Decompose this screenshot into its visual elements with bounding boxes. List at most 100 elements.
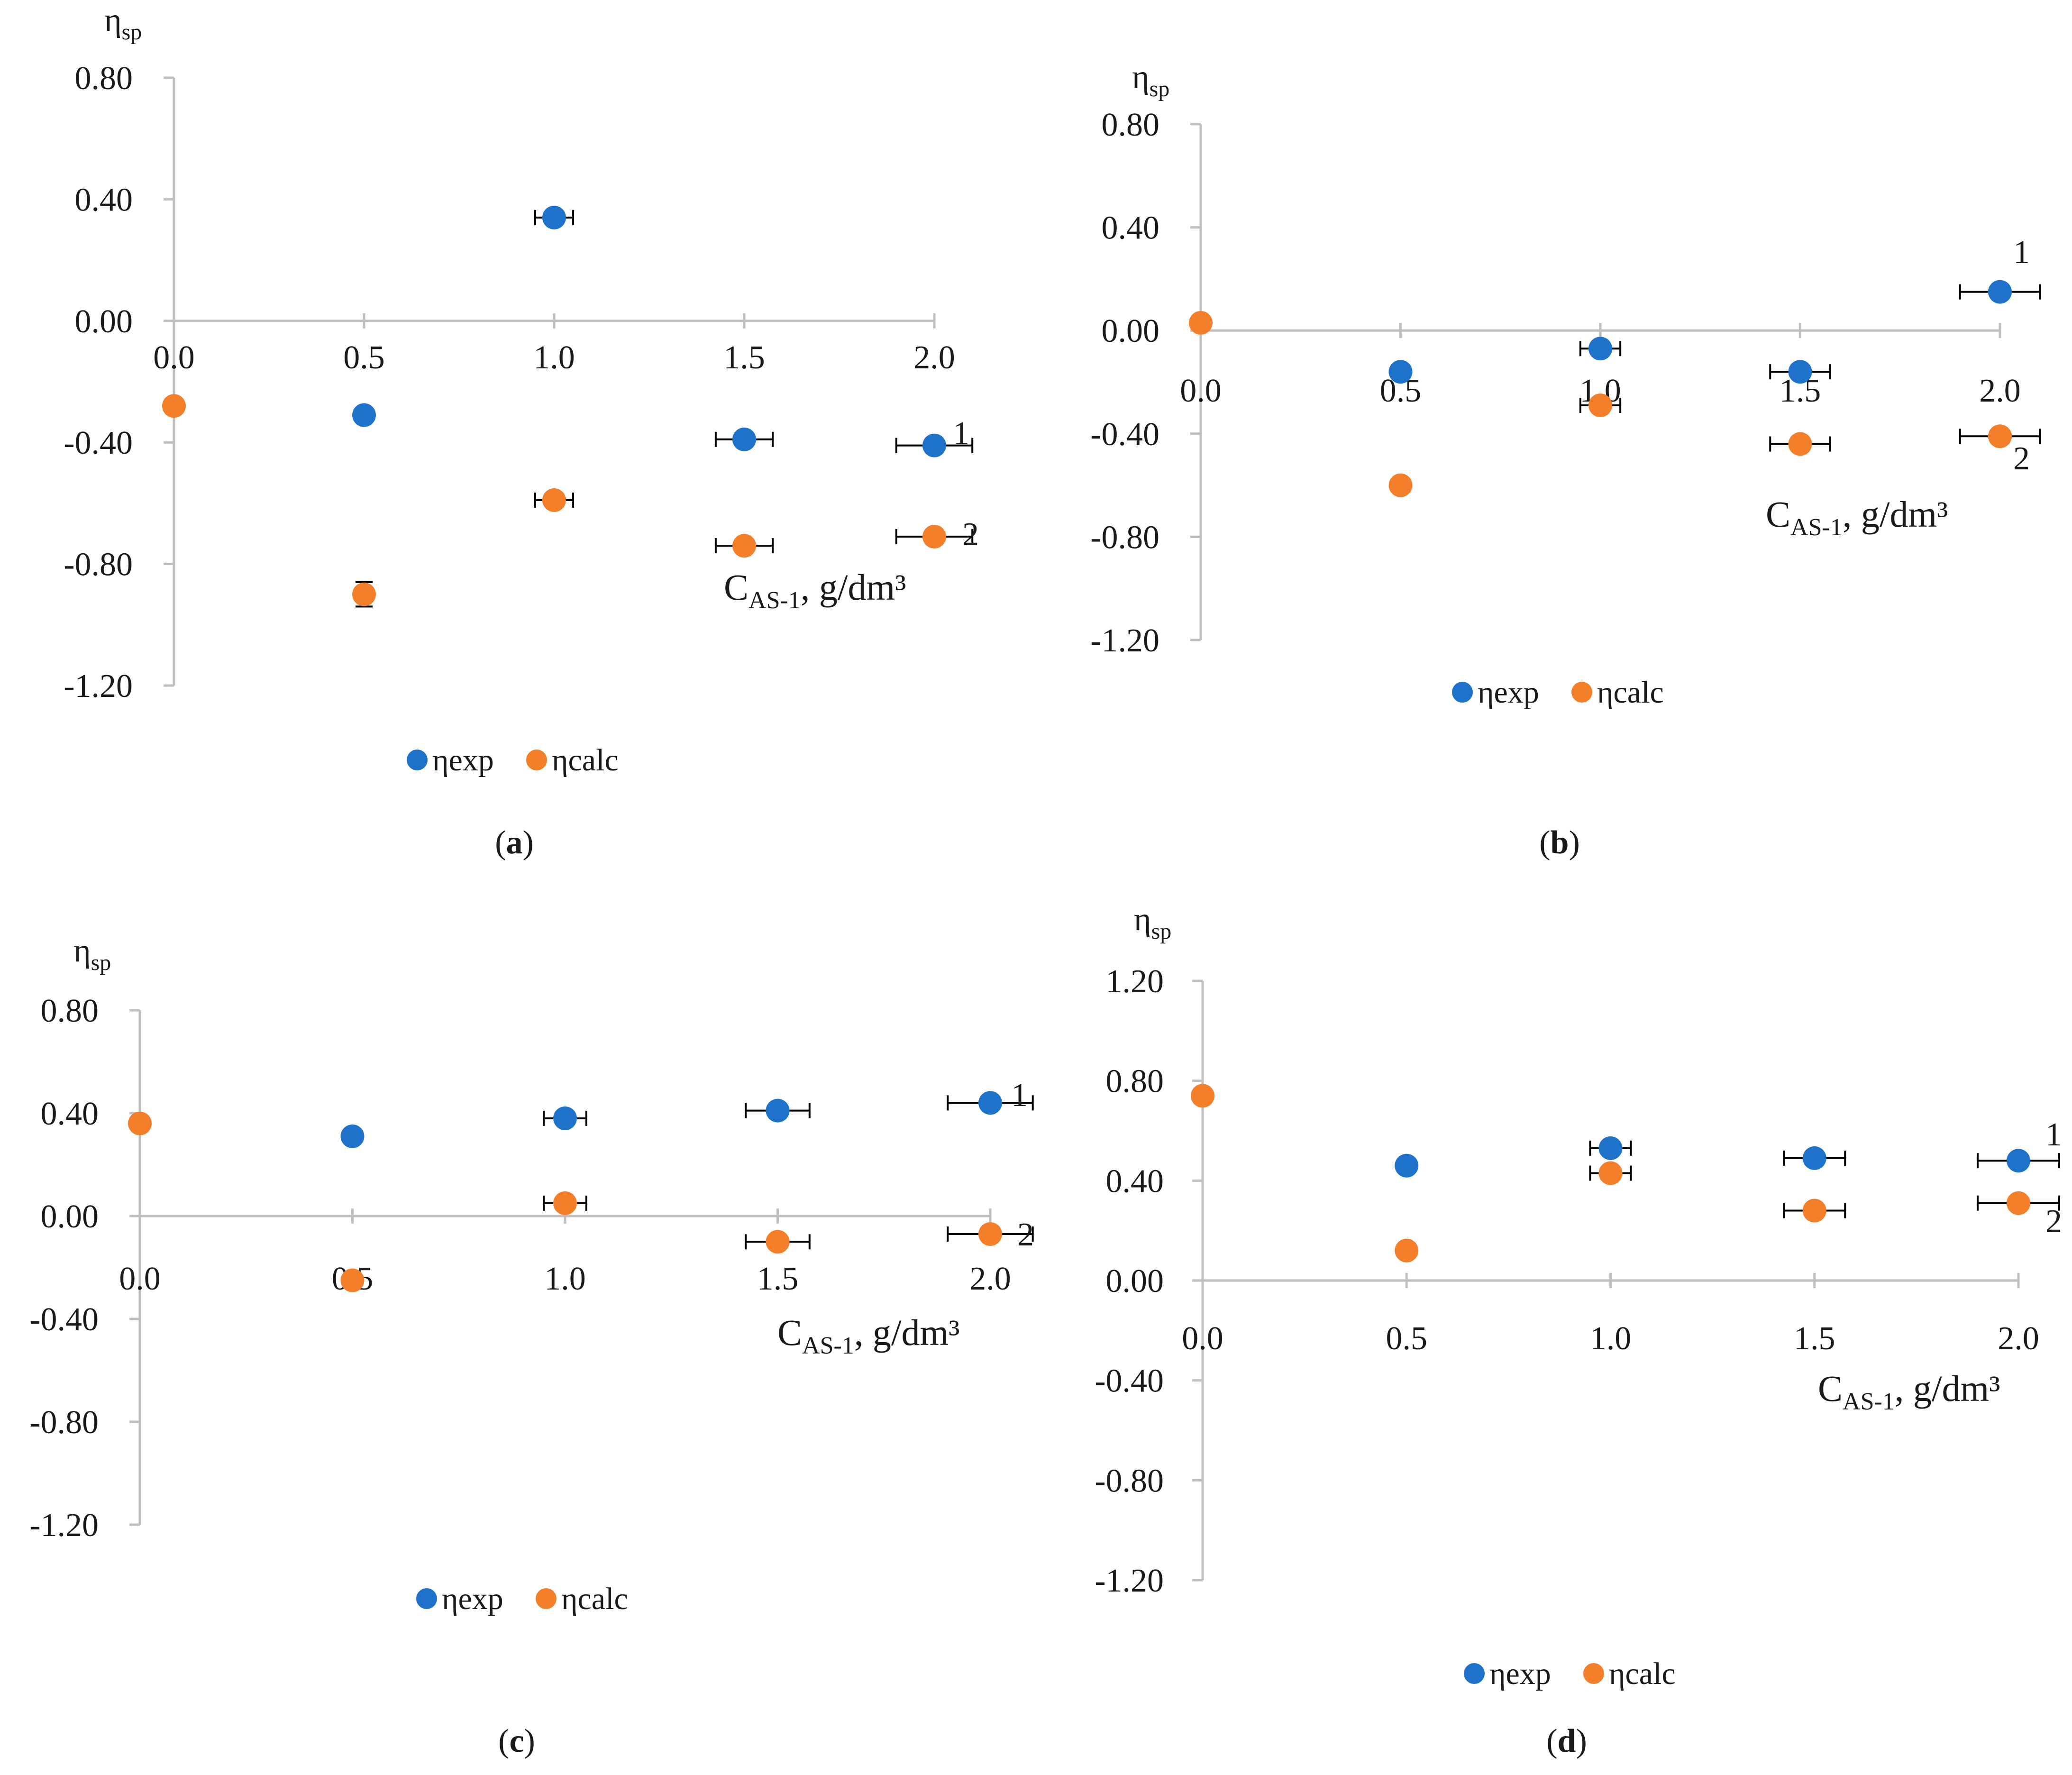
panel-c: 0.800.400.00-0.40-0.80-1.200.00.51.01.52… bbox=[29, 933, 1034, 1759]
y-tick-label: 1.20 bbox=[1106, 963, 1164, 1000]
panel-b: 0.800.400.00-0.40-0.80-1.200.0 0.5 1.0 1.5 2… bbox=[1090, 59, 2041, 861]
y-tick-label: -0.40 bbox=[1090, 416, 1159, 453]
x-tick-label: 2.0 bbox=[913, 339, 955, 376]
y-tick-label: -0.80 bbox=[1090, 519, 1159, 556]
legend-calc-marker bbox=[1571, 682, 1592, 703]
curve-label-2: 2 bbox=[962, 516, 979, 553]
y-tick-label: 0.40 bbox=[41, 1096, 99, 1132]
calc-point bbox=[1802, 1199, 1826, 1223]
calc-point bbox=[1191, 1084, 1214, 1108]
exp-point bbox=[1802, 1146, 1826, 1170]
y-tick-label: 0.00 bbox=[1102, 313, 1160, 349]
y-tick-label: 0.80 bbox=[1106, 1063, 1164, 1100]
exp-point bbox=[542, 205, 566, 229]
y-tick-label: -0.40 bbox=[1095, 1363, 1164, 1400]
exp-point bbox=[1988, 280, 2012, 304]
x-tick-label: 1.5 bbox=[757, 1261, 799, 1297]
calc-point bbox=[1395, 1238, 1419, 1263]
x-tick-label: 2.0 bbox=[1979, 373, 2021, 409]
exp-point bbox=[1395, 1153, 1419, 1178]
y-tick-label: -0.80 bbox=[64, 547, 133, 583]
legend-exp-marker bbox=[416, 1588, 437, 1609]
x-tick-label: 1.5 bbox=[723, 339, 765, 376]
x-tick-label: 2.0 bbox=[1998, 1320, 2039, 1357]
y-tick-label: 0.40 bbox=[75, 182, 133, 218]
y-tick-label: -1.20 bbox=[29, 1507, 99, 1544]
legend-calc-label: ηcalc bbox=[1597, 675, 1664, 710]
legend-calc-label: ηcalc bbox=[1609, 1656, 1676, 1691]
exp-point bbox=[766, 1098, 790, 1123]
curve-label-1: 1 bbox=[2013, 234, 2030, 271]
legend-exp-label: ηexp bbox=[432, 743, 494, 778]
y-tick-label: 0.40 bbox=[1102, 210, 1160, 247]
y-tick-label: -1.20 bbox=[1090, 622, 1159, 659]
exp-point bbox=[1598, 1136, 1623, 1160]
y-tick-label: -0.80 bbox=[1095, 1463, 1164, 1499]
legend: ηexp ηcalc bbox=[407, 743, 619, 778]
legend: ηexp ηcalc bbox=[1452, 675, 1664, 710]
y-axis-title: ηsp bbox=[73, 933, 111, 975]
legend: ηexp ηcalc bbox=[416, 1582, 628, 1616]
legend-exp-label: ηexp bbox=[442, 1582, 503, 1616]
y-tick-label: 0.00 bbox=[75, 303, 133, 340]
y-tick-label: -0.40 bbox=[64, 425, 133, 461]
legend-calc-marker bbox=[526, 750, 547, 770]
y-tick-label: 0.80 bbox=[41, 993, 99, 1029]
calc-point bbox=[766, 1230, 790, 1254]
calc-point bbox=[542, 488, 566, 512]
curve-label-2: 2 bbox=[2045, 1203, 2062, 1240]
exp-point bbox=[352, 403, 376, 427]
curve-label-1: 1 bbox=[1011, 1077, 1028, 1114]
x-tick-label: 0.5 bbox=[343, 339, 385, 376]
x-axis-title: CAS-1, g/dm³ bbox=[724, 567, 906, 614]
calc-point bbox=[340, 1268, 365, 1292]
legend-exp-label: ηexp bbox=[1489, 1656, 1551, 1691]
x-tick-label: 1.0 bbox=[544, 1261, 586, 1297]
calc-point bbox=[2007, 1191, 2030, 1215]
x-tick-label: 0.0 bbox=[153, 339, 195, 376]
x-tick-label: 2.0 bbox=[969, 1261, 1011, 1297]
x-tick-label: 0.0 bbox=[119, 1261, 161, 1297]
y-tick-label: -1.20 bbox=[1095, 1563, 1164, 1599]
y-tick-label: -1.20 bbox=[64, 668, 133, 705]
y-axis-title: ηsp bbox=[104, 2, 142, 45]
x-tick-label: 0.0 bbox=[1182, 1320, 1223, 1357]
legend-exp-marker bbox=[407, 750, 428, 770]
curve-label-1: 1 bbox=[953, 415, 969, 452]
x-axis-title: CAS-1, g/dm³ bbox=[777, 1312, 960, 1359]
panel-caption: (b) bbox=[1539, 824, 1580, 861]
calc-point bbox=[1598, 1161, 1623, 1185]
legend-exp-marker bbox=[1464, 1663, 1485, 1684]
y-tick-label: 0.00 bbox=[1106, 1263, 1164, 1299]
exp-point bbox=[732, 427, 756, 451]
x-tick-label: 0.0 bbox=[1180, 373, 1222, 409]
calc-point bbox=[128, 1111, 152, 1135]
exp-point bbox=[2007, 1149, 2030, 1173]
calc-point bbox=[732, 534, 756, 558]
calc-point bbox=[1988, 424, 2012, 448]
exp-point bbox=[1588, 337, 1612, 361]
x-tick-label: 0.5 bbox=[1386, 1320, 1428, 1357]
panel-a: 0.80 0.40 0.00 -0.40 -0.80 -1.20 0.0 0.5 1.0 1.5 2… bbox=[64, 2, 979, 861]
panel-caption: (a) bbox=[495, 824, 534, 861]
y-axis-title: ηsp bbox=[1134, 901, 1171, 944]
exp-point bbox=[922, 433, 946, 457]
x-tick-label: 1.0 bbox=[533, 339, 575, 376]
calc-point bbox=[922, 524, 946, 549]
legend-exp-marker bbox=[1452, 682, 1473, 703]
x-tick-label: 1.5 bbox=[1794, 1320, 1835, 1357]
calc-point bbox=[1189, 311, 1213, 335]
calc-point bbox=[352, 582, 376, 606]
exp-point bbox=[978, 1091, 1002, 1115]
curve-label-2: 2 bbox=[1017, 1217, 1034, 1253]
exp-point bbox=[553, 1106, 577, 1130]
calc-point bbox=[1388, 473, 1413, 497]
y-tick-label: 0.40 bbox=[1106, 1163, 1164, 1199]
panel-d: 1.20 0.80 0.40 0.00 -0.40 -0.80 -1.20 0.0 0.5 1.0… bbox=[1095, 901, 2062, 1759]
y-tick-label: -0.80 bbox=[29, 1404, 99, 1441]
legend-calc-label: ηcalc bbox=[552, 743, 619, 778]
calc-point bbox=[978, 1222, 1002, 1246]
y-tick-label: 0.80 bbox=[75, 60, 133, 97]
exp-point bbox=[1788, 360, 1812, 384]
